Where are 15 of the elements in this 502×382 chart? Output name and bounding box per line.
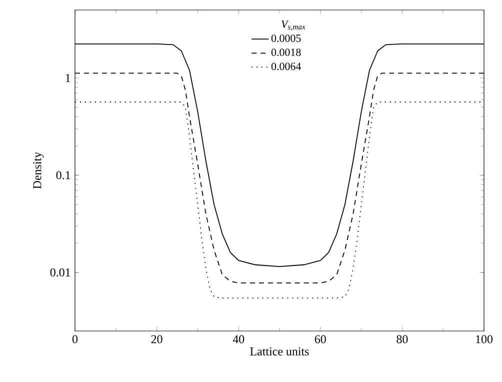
y-axis-title: Density: [33, 152, 44, 189]
legend-label: 0.0018: [271, 48, 301, 56]
x-tick-label: 0: [72, 335, 78, 344]
y-tick-label: 1: [66, 74, 70, 82]
x-tick-label: 40: [232, 335, 244, 344]
legend-label: 0.0005: [271, 34, 301, 42]
legend-label: 0.0064: [271, 62, 302, 70]
x-tick-label: 100: [476, 335, 493, 344]
x-tick-label: 60: [314, 335, 326, 344]
x-tick-label: 20: [151, 335, 162, 344]
y-tick-label: 0.1: [56, 171, 70, 180]
y-tick-label: 0.01: [50, 268, 70, 277]
x-axis-title: Lattice units: [250, 347, 309, 356]
x-tick-label: 80: [396, 335, 408, 344]
legend-title: V$_{s,max}$: [282, 20, 306, 31]
